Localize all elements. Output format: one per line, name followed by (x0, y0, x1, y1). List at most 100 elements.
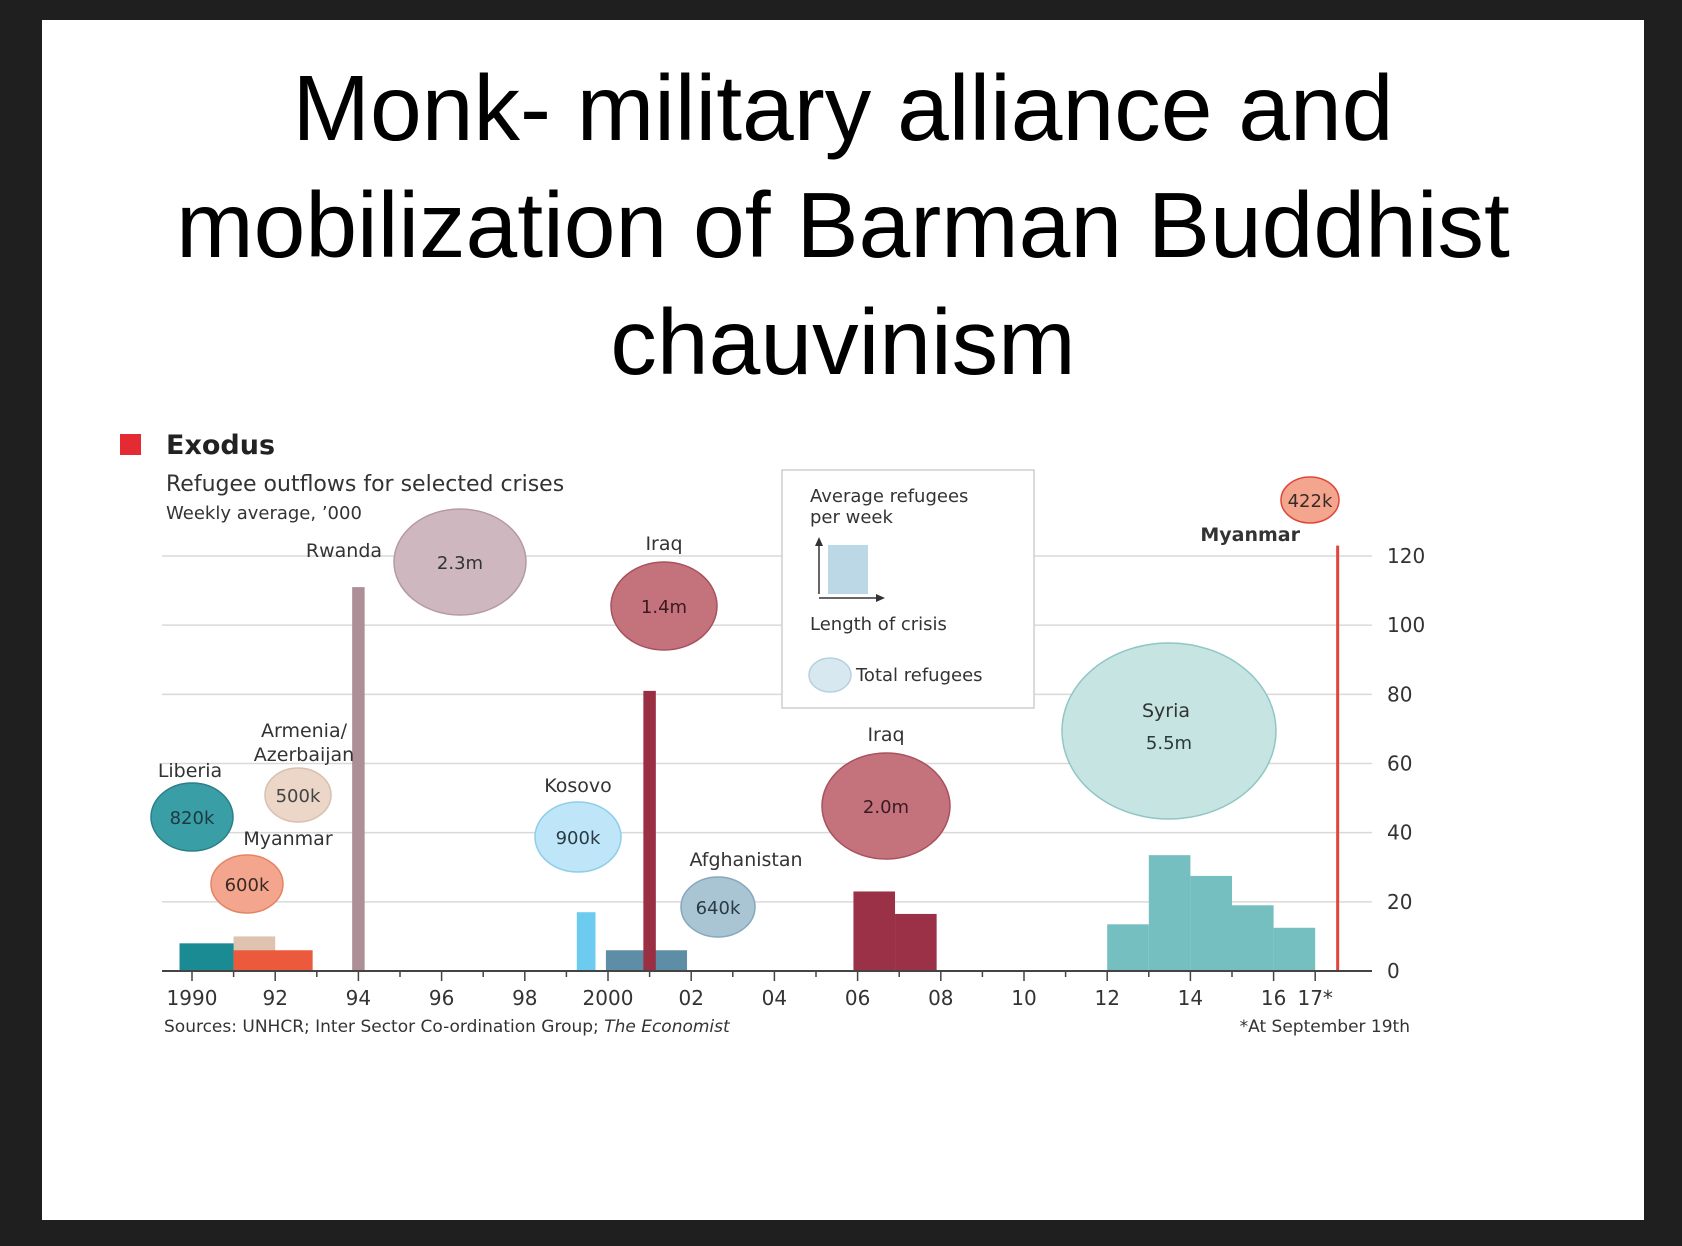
total-circle (1280, 476, 1340, 524)
y-tick-label: 0 (1387, 959, 1400, 983)
bar (643, 690, 656, 971)
legend-bar-label: Average refugees per week (810, 486, 974, 528)
crisis-label: Myanmar (243, 828, 332, 850)
x-tick-label: 1990 (167, 986, 218, 1010)
total-circle (680, 876, 756, 938)
total-circle (210, 854, 284, 914)
bar (853, 891, 896, 971)
slide-title-line-1: Monk- military alliance and (292, 56, 1394, 160)
total-label: 2.0m (863, 797, 909, 818)
y-tick-label: 60 (1387, 752, 1412, 776)
crisis-label: Rwanda (306, 540, 382, 562)
crisis-label: Myanmar (1200, 524, 1300, 546)
total-circle (393, 508, 527, 616)
chart-footnote: *At September 19th (1240, 1017, 1410, 1037)
total-label: 2.3m (437, 553, 483, 574)
crisis-label-line-1: Myanmar (243, 828, 332, 850)
x-tick-label: 94 (346, 986, 371, 1010)
x-tick-label: 10 (1011, 986, 1036, 1010)
x-tick-label: 2000 (583, 986, 634, 1010)
bar (1107, 924, 1149, 971)
slide-title-line-3: chauvinism (610, 290, 1076, 394)
bar (576, 912, 596, 971)
crisis-label: Liberia (158, 760, 222, 782)
total-label: 820k (170, 808, 215, 829)
x-tick-label: 16 (1261, 986, 1286, 1010)
chart-source: Sources: UNHCR; Inter Sector Co-ordinati… (164, 1017, 731, 1037)
crisis-label: Iraq (867, 724, 904, 746)
chart-source-publication: The Economist (604, 1017, 731, 1037)
crisis-label-line-1: Armenia/ (261, 720, 348, 742)
crisis-label-line-1: Rwanda (306, 540, 382, 562)
crisis-label: Syria (1142, 700, 1190, 722)
x-tick-label: 02 (678, 986, 703, 1010)
x-tick-label: 17* (1297, 986, 1332, 1010)
chart-title-marker (120, 434, 141, 455)
crisis-label-line-1: Syria (1142, 700, 1190, 722)
x-tick-label: 14 (1178, 986, 1203, 1010)
crisis-label-line-1: Kosovo (544, 775, 612, 797)
chart-source-text: Sources: UNHCR; Inter Sector Co-ordinati… (164, 1017, 604, 1037)
bar (895, 913, 937, 971)
bar (352, 587, 365, 971)
crisis-label-line-1: Myanmar (1200, 524, 1300, 546)
total-circle (610, 561, 718, 651)
legend-bar-label-line-1: Average refugees (810, 486, 968, 507)
bar (1273, 927, 1316, 971)
total-circle (150, 782, 234, 852)
x-tick-label: 08 (928, 986, 953, 1010)
x-axis: 1990 92 94 96 98 2000 02 04 06 08 10 12 14 16 17* (162, 970, 1372, 1010)
total-circle (821, 752, 951, 860)
total-label: 900k (556, 828, 601, 849)
total-label: 500k (276, 786, 321, 807)
chart-unit-note: Weekly average, ’000 (166, 503, 362, 524)
crisis-label-line-1: Afghanistan (689, 849, 802, 871)
bars (179, 545, 1340, 971)
x-tick-label: 98 (512, 986, 537, 1010)
x-tick-label: 04 (762, 986, 787, 1010)
total-circle (264, 767, 332, 823)
x-tick-label: 06 (845, 986, 870, 1010)
slide: Monk- military alliance and mobilization… (42, 20, 1644, 1220)
x-tick-label: 12 (1094, 986, 1119, 1010)
x-tick-label: 92 (262, 986, 287, 1010)
crisis-label: Iraq (645, 533, 682, 555)
legend-bar-swatch (828, 545, 868, 594)
y-axis: 0 20 40 60 80 100 120 (1387, 544, 1425, 983)
crisis-label-line-1: Iraq (645, 533, 682, 555)
legend: Average refugees per week Length of cris… (781, 469, 1035, 709)
bar (1148, 855, 1191, 971)
total-circle (534, 801, 622, 873)
total-label: 422k (1288, 491, 1333, 512)
crisis-label: Kosovo (544, 775, 612, 797)
slide-title: Monk- military alliance and mobilization… (42, 50, 1644, 401)
legend-horizontal-arrowhead (876, 594, 885, 602)
bar (1232, 905, 1274, 971)
crisis-label-line-1: Liberia (158, 760, 222, 782)
slide-title-line-2: mobilization of Barman Buddhist (176, 173, 1510, 277)
total-label: 1.4m (641, 597, 687, 618)
y-tick-label: 100 (1387, 613, 1425, 637)
legend-circle-label: Total refugees (855, 665, 983, 686)
total-label: 600k (225, 875, 270, 896)
legend-length-label: Length of crisis (810, 614, 947, 635)
total-label: 640k (696, 898, 741, 919)
chart-subtitle: Refugee outflows for selected crises (166, 472, 564, 497)
crisis-label: Afghanistan (689, 849, 802, 871)
crisis-label: Armenia/Azerbaijan (254, 720, 354, 766)
crisis-label-line-1: Iraq (867, 724, 904, 746)
x-tick-label: 96 (429, 986, 454, 1010)
crisis-label-line-2: Azerbaijan (254, 744, 354, 766)
legend-bar-label-line-2: per week (810, 507, 893, 528)
legend-circle-swatch (808, 657, 852, 693)
y-tick-label: 80 (1387, 682, 1412, 706)
legend-vertical-arrowhead (815, 537, 823, 546)
bar (233, 950, 313, 971)
y-tick-label: 40 (1387, 821, 1412, 845)
bar (1190, 875, 1232, 971)
chart-title: Exodus (166, 430, 275, 461)
y-tick-label: 20 (1387, 890, 1412, 914)
total-refugee-circles: 820k Liberia 500k Armenia/Azerbaijan 600k Mya… (150, 476, 1340, 938)
y-tick-label: 120 (1387, 544, 1425, 568)
refugee-chart: Exodus Refugee outflows for selected cri… (120, 430, 1425, 1037)
